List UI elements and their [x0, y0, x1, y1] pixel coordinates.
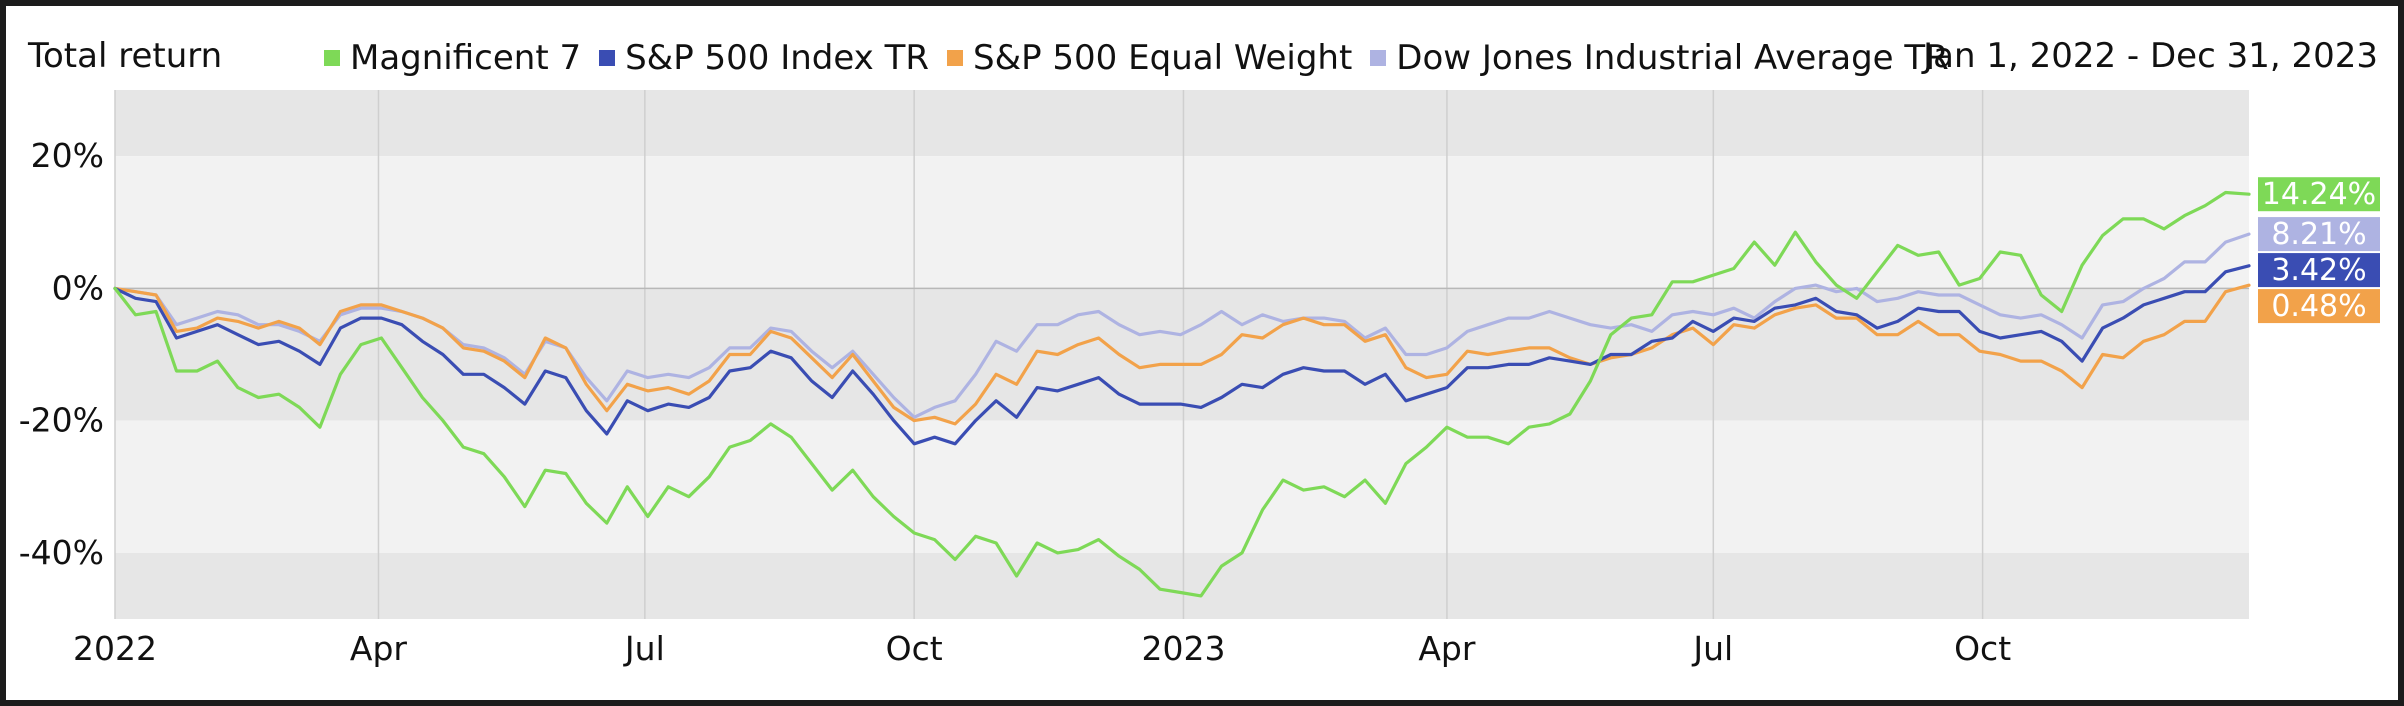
end-label-box	[2258, 217, 2380, 252]
date-range: Jan 1, 2022 - Dec 31, 2023	[1923, 36, 2378, 76]
end-value-labels: 14.24% 8.21%3.42%0.48%	[2258, 177, 2380, 324]
background-band	[115, 288, 2249, 421]
x-axis: 2022 Apr Jul Oct 2023 Apr Jul Oct	[73, 629, 2011, 668]
legend-label: S&P 500 Index TR	[625, 38, 930, 78]
series-line-sp500ew	[113, 283, 2251, 426]
legend-item-dow-jones-tr[interactable]: Dow Jones Industrial Average TR	[1370, 38, 1949, 78]
end-label-box	[2258, 177, 2380, 212]
y-tick-label: 20%	[31, 136, 104, 175]
series-lines	[113, 190, 2251, 598]
y-tick-label: 0%	[52, 268, 104, 307]
x-tick-label: Jul	[623, 629, 665, 668]
legend-item-sp500-equal-weight[interactable]: S&P 500 Equal Weight	[947, 38, 1352, 78]
end-label-sp500: 3.42%	[2258, 253, 2380, 288]
legend-swatch-magnificent-7	[324, 50, 340, 66]
gridlines	[114, 90, 2249, 619]
legend-swatch-sp500-equal-weight	[947, 50, 964, 66]
background-band	[115, 420, 2249, 553]
end-label-box	[2258, 289, 2380, 324]
end-label-magnificent7: 14.24%	[2258, 177, 2380, 212]
end-label-text: 0.48%	[2271, 289, 2366, 324]
chart-panel: Total return Magnificent 7 S&P 500 Index…	[6, 6, 2398, 700]
y-tick-label: -20%	[19, 401, 104, 440]
background-bands	[115, 90, 2249, 619]
legend-swatch-sp500-index-tr	[599, 50, 616, 66]
end-label-box	[2258, 253, 2380, 288]
legend: Magnificent 7 S&P 500 Index TR S&P 500 E…	[324, 36, 1967, 80]
end-label-djia: 8.21%	[2258, 217, 2380, 252]
legend-item-sp500-index-tr[interactable]: S&P 500 Index TR	[599, 38, 929, 78]
chart-header: Total return Magnificent 7 S&P 500 Index…	[6, 6, 2398, 96]
end-label-text: 3.42%	[2271, 253, 2366, 288]
series-line-magnificent7	[113, 190, 2251, 598]
series-line-sp500	[113, 264, 2251, 446]
line-chart: 20% 0% -20% -40% 2022 Apr Jul Oct 2023 Apr Jul Oct…	[19, 90, 2380, 668]
background-band	[115, 552, 2249, 619]
x-tick-label: 2023	[1141, 629, 1225, 668]
chart-title: Total return	[28, 36, 223, 76]
background-band	[115, 90, 2249, 157]
legend-swatch-dow-jones-tr	[1370, 50, 1387, 66]
x-tick-label: Jul	[1691, 629, 1733, 668]
legend-item-magnificent-7[interactable]: Magnificent 7	[324, 38, 581, 78]
legend-label: Magnificent 7	[350, 38, 582, 78]
series-line-djia	[113, 232, 2251, 419]
x-tick-label: Apr	[350, 629, 408, 668]
legend-label: Dow Jones Industrial Average TR	[1396, 38, 1949, 78]
end-label-text: 8.21%	[2271, 217, 2366, 252]
x-tick-label: 2022	[73, 629, 157, 668]
y-axis: 20% 0% -20% -40%	[19, 136, 104, 572]
legend-label: S&P 500 Equal Weight	[973, 38, 1353, 78]
x-tick-label: Apr	[1418, 629, 1476, 668]
end-label-sp500ew: 0.48%	[2258, 289, 2380, 324]
end-label-text: 14.24%	[2262, 177, 2376, 212]
x-tick-label: Oct	[886, 629, 943, 668]
x-tick-label: Oct	[1954, 629, 2011, 668]
y-tick-label: -40%	[19, 533, 104, 572]
background-band	[115, 156, 2249, 289]
